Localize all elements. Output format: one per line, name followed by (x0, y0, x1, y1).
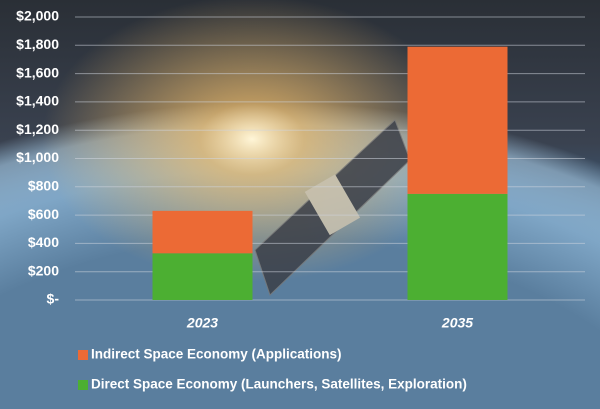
y-tick-label: $400 (28, 234, 59, 250)
legend-label: Indirect Space Economy (Applications) (91, 347, 342, 362)
bar-segment (407, 46, 508, 194)
y-tick-label: $1,200 (16, 121, 59, 137)
y-tick-label: $1,600 (16, 64, 59, 80)
y-tick-label: $600 (28, 206, 59, 222)
y-tick-label: $- (47, 291, 60, 307)
x-tick-label: 2023 (186, 315, 218, 331)
bar-segment (152, 253, 253, 300)
x-tick-label: 2035 (441, 315, 473, 331)
legend-swatch (78, 350, 88, 360)
bar-segment (407, 193, 508, 300)
bar-segment (152, 210, 253, 254)
legend-swatch (78, 380, 88, 390)
y-tick-label: $1,400 (16, 93, 59, 109)
y-tick-label: $200 (28, 262, 59, 278)
legend-label: Direct Space Economy (Launchers, Satelli… (91, 377, 467, 392)
y-tick-label: $1,800 (16, 36, 59, 52)
y-tick-label: $1,000 (16, 149, 59, 165)
plot: $- $200 $400 $600 $800 $1,000 $1,200 $1,400 $1,6… (16, 8, 585, 392)
y-tick-label: $2,000 (16, 8, 59, 24)
y-tick-label: $800 (28, 178, 59, 194)
